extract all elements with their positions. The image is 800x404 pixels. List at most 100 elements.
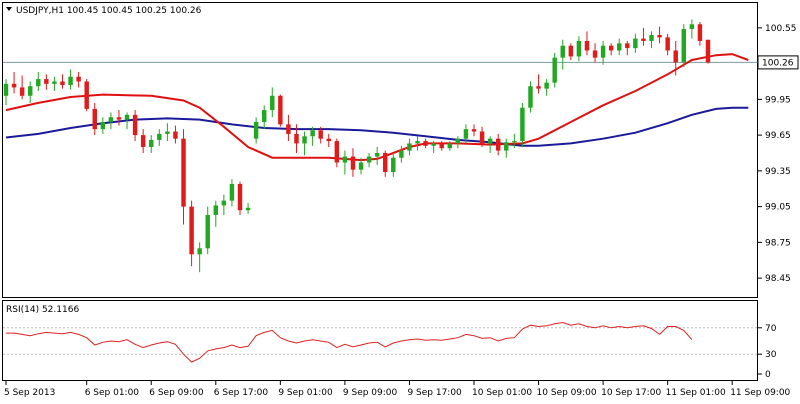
- x-tick-label: 11 Sep 01:00: [666, 388, 726, 398]
- x-tick-label: 9 Sep 01:00: [278, 388, 333, 398]
- candle-body: [213, 205, 219, 215]
- candle: [504, 138, 509, 158]
- candle-body: [383, 152, 388, 173]
- candle: [19, 75, 25, 100]
- price-y-tick-label: 99.95: [765, 95, 791, 105]
- candle: [286, 114, 291, 142]
- candle: [463, 124, 469, 144]
- candle-body: [576, 40, 582, 57]
- candle: [197, 242, 202, 273]
- candle-body: [374, 152, 380, 157]
- candle: [213, 200, 219, 227]
- candle-body: [270, 95, 275, 111]
- candle: [455, 136, 461, 149]
- candle-body: [294, 133, 299, 144]
- candle-body: [697, 24, 703, 41]
- candle: [189, 200, 194, 267]
- candle-body: [495, 138, 501, 151]
- candle-body: [68, 76, 73, 86]
- candle: [439, 141, 444, 151]
- x-tick-label: 5 Sep 2013: [4, 388, 55, 398]
- candle-body: [197, 248, 202, 255]
- current-price-badge: [757, 55, 799, 70]
- candle: [657, 26, 662, 44]
- candle-body: [237, 183, 243, 211]
- price-panel-title: USDJPY,H1 100.45 100.45 100.25 100.26: [16, 6, 202, 16]
- candle-body: [221, 200, 227, 206]
- candle: [391, 152, 396, 177]
- candle-body: [36, 79, 41, 87]
- candle-body: [447, 143, 453, 149]
- candle: [52, 76, 57, 92]
- candle-body: [665, 37, 670, 51]
- candle-body: [657, 34, 662, 38]
- candle: [36, 71, 41, 92]
- candle: [205, 206, 210, 255]
- candle-body: [140, 135, 146, 148]
- candle-body: [124, 114, 130, 120]
- candle-body: [302, 136, 307, 144]
- price-y-tick-label: 99.65: [765, 131, 791, 141]
- price-panel: [2, 2, 758, 298]
- candle-body: [439, 143, 444, 149]
- candle: [11, 71, 17, 94]
- candle-body: [568, 45, 574, 57]
- candle: [423, 138, 428, 149]
- candle-body: [592, 50, 598, 58]
- rsi-y-tick-label: 30: [765, 350, 777, 360]
- candle: [92, 102, 97, 136]
- candle-body: [108, 117, 114, 122]
- chart-menu-arrow-icon[interactable]: [6, 7, 12, 11]
- x-tick-label: 9 Sep 17:00: [407, 388, 462, 398]
- candle: [44, 74, 49, 90]
- candle-body: [326, 138, 331, 142]
- price-y-tick-label: 99.35: [765, 167, 791, 177]
- candle-body: [423, 141, 428, 146]
- candle-body: [391, 157, 396, 173]
- candle-body: [253, 121, 259, 139]
- price-y-tick-label: 98.75: [765, 238, 791, 248]
- candle: [584, 31, 590, 56]
- candle-body: [544, 82, 549, 89]
- rsi-panel-title: RSI(14) 52.1166: [6, 305, 79, 315]
- candle: [124, 112, 130, 130]
- candle-body: [463, 129, 469, 139]
- candle: [149, 135, 154, 153]
- candle: [705, 39, 711, 64]
- candle-body: [641, 38, 646, 41]
- candle: [608, 43, 614, 56]
- candle-body: [76, 76, 81, 82]
- candle-body: [366, 156, 372, 163]
- candle-body: [689, 24, 695, 30]
- candle: [431, 141, 436, 153]
- rsi-panel: [2, 300, 758, 381]
- candle-body: [520, 107, 525, 142]
- candle-body: [705, 39, 711, 63]
- candle-body: [633, 38, 638, 49]
- candle: [665, 33, 670, 56]
- candle-body: [149, 139, 154, 148]
- candle: [221, 194, 227, 215]
- candle: [520, 102, 525, 148]
- candle-body: [358, 162, 364, 170]
- candle-body: [229, 183, 235, 201]
- candle: [358, 157, 364, 175]
- x-tick-label: 10 Sep 01:00: [472, 388, 532, 398]
- candle: [278, 94, 283, 127]
- candle-body: [84, 81, 89, 109]
- candle: [641, 27, 646, 46]
- candle-body: [673, 50, 678, 63]
- candle: [681, 24, 687, 68]
- candle: [617, 38, 622, 56]
- candle-body: [504, 142, 509, 151]
- candle-body: [399, 150, 404, 158]
- candle: [173, 125, 178, 144]
- x-tick-label: 6 Sep 09:00: [149, 388, 204, 398]
- x-tick-label: 9 Sep 09:00: [343, 388, 398, 398]
- candle: [374, 147, 380, 165]
- candle: [536, 74, 541, 94]
- candle: [399, 145, 404, 163]
- candle: [568, 43, 574, 61]
